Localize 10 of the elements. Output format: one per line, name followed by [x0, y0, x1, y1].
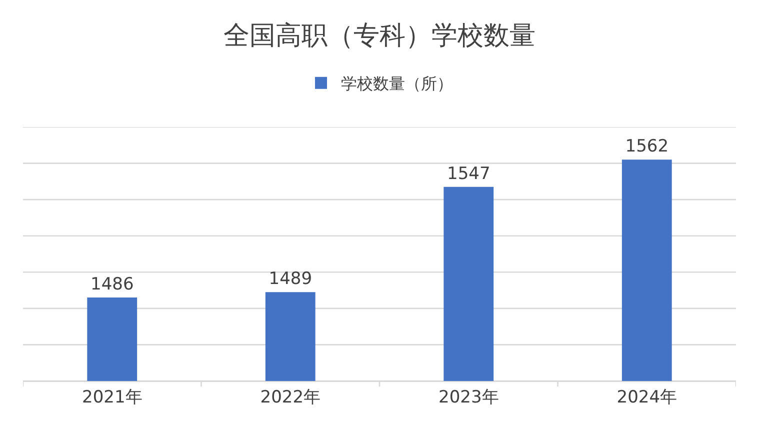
chart-title: 全国高职（专科）学校数量 — [224, 21, 536, 52]
data-label: 1486 — [90, 274, 134, 295]
legend-label: 学校数量（所） — [341, 74, 453, 94]
data-label: 1547 — [446, 164, 490, 184]
x-tick-label: 2023年 — [438, 388, 499, 408]
x-tick-label: 2021年 — [82, 388, 142, 408]
x-tick-label: 2024年 — [616, 388, 678, 408]
data-label: 1489 — [268, 269, 312, 290]
x-tick-label: 2022年 — [260, 388, 321, 408]
data-label: 1562 — [625, 136, 669, 157]
